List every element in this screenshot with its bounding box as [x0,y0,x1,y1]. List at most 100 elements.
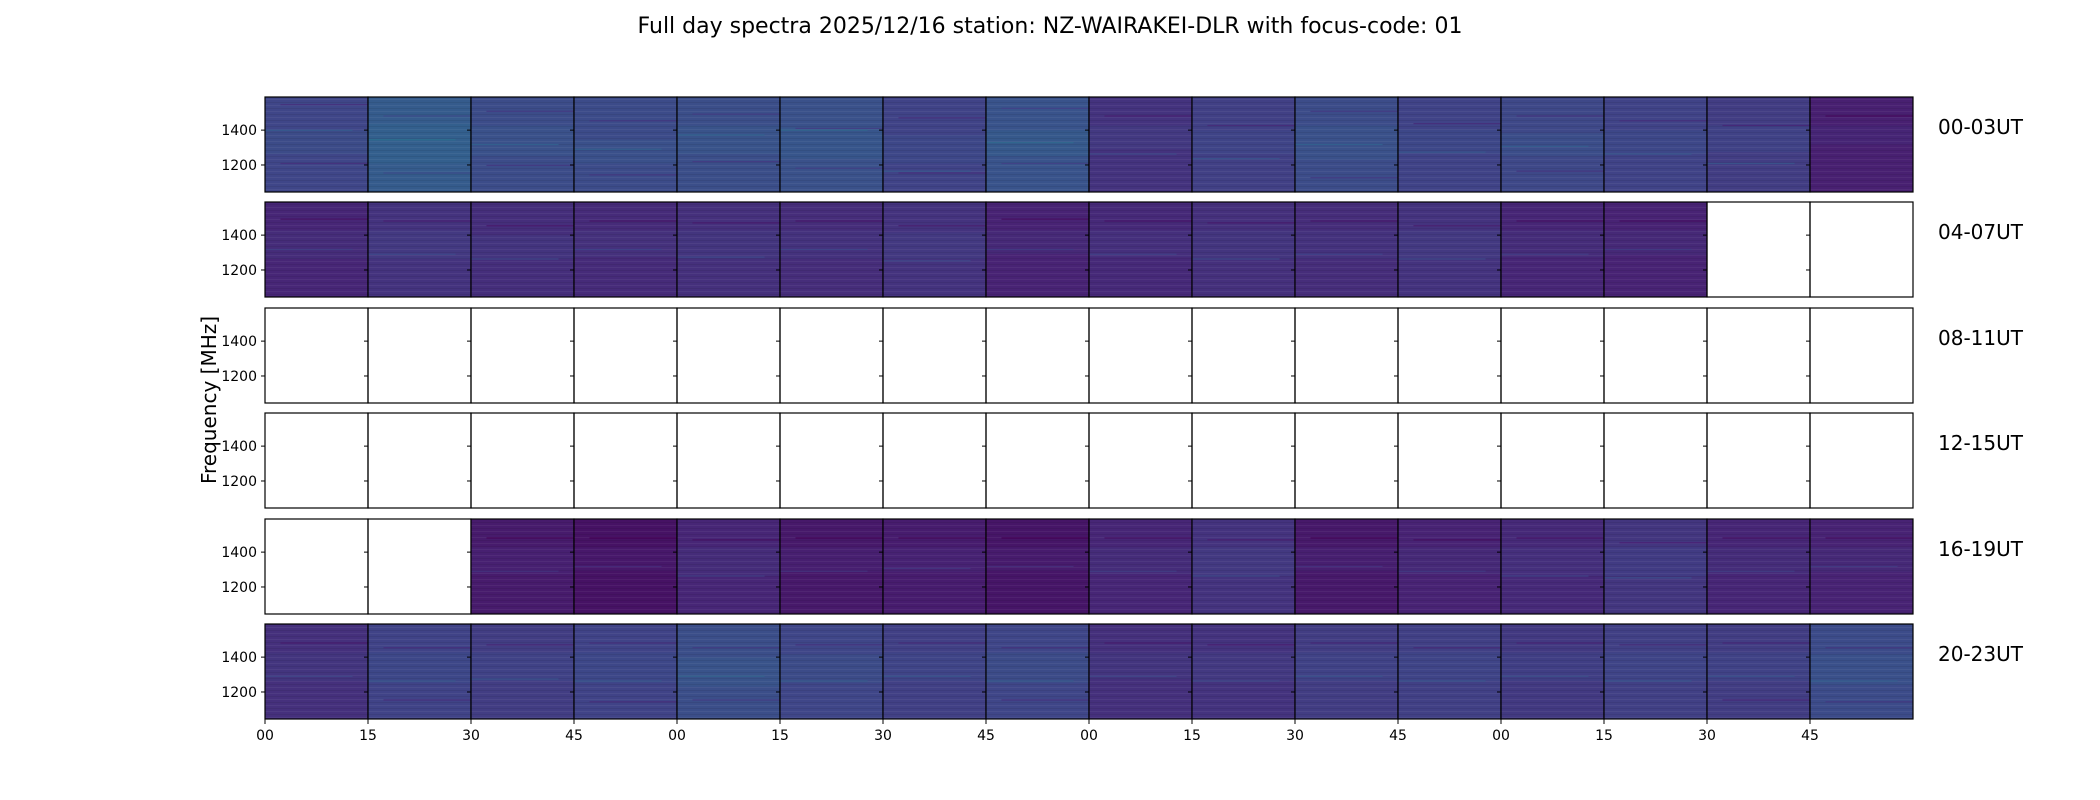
x-tick-label: 00 [668,728,686,744]
panel-frame [1191,412,1296,509]
panel-frame [1603,412,1708,509]
spectrum-panel [1192,624,1295,719]
x-tick-label: 00 [1080,728,1098,744]
y-tick-label: 1200 [221,158,257,174]
row-label: 00-03UT [1938,115,2024,139]
spectrum-panel [986,202,1089,297]
panel-frame [1706,412,1811,509]
y-tick-label: 1400 [221,439,257,455]
x-tick-label: 15 [771,728,789,744]
spectrum-panel [780,519,883,614]
panel-frame [367,518,472,615]
spectrum-panel [1295,624,1398,719]
panel-frame [1809,623,1914,720]
chart-title: Full day spectra 2025/12/16 station: NZ-… [638,14,1463,39]
spectrum-panel [471,97,574,192]
panel-frame [367,307,472,404]
panel-frame [470,307,575,404]
spectrum-panel [1089,624,1192,719]
panel-frame [1088,307,1193,404]
panel-frame [985,307,1090,404]
panel-frame [1809,307,1914,404]
row-label: 04-07UT [1938,220,2024,244]
row-label: 12-15UT [1938,431,2024,455]
spectrum-panel [1089,519,1192,614]
spectrum-panel [368,624,471,719]
y-tick-label: 1200 [221,474,257,490]
spectrum-panel [883,519,986,614]
x-tick-label: 45 [565,728,583,744]
spectrum-panel [1501,519,1604,614]
panel-frame [264,518,369,615]
row-04-07UT: 1400 1200 04-07UT [221,201,2024,298]
y-tick-label: 1400 [221,334,257,350]
spectrum-panel [1707,624,1810,719]
spectrum-panel [1295,97,1398,192]
panel-rows: 1400 1200 00-03UT 1400 1200 04-07UT 1400 1200 08… [221,96,2024,720]
x-tick-label: 30 [1698,728,1716,744]
spectrum-panel [1089,97,1192,192]
spectrum-panel [471,202,574,297]
panel-frame [1294,307,1399,404]
spectrum-panel [1810,519,1913,614]
y-tick-label: 1200 [221,685,257,701]
spectrum-panel [1398,519,1501,614]
panel-frame [264,307,369,404]
spectrum-panel [1604,97,1707,192]
panel-frame [882,307,987,404]
y-axis-label: Frequency [MHz] [197,316,221,484]
y-tick-label: 1400 [221,545,257,561]
panel-frame [1500,307,1605,404]
panel-frame [1294,412,1399,509]
panel-frame [882,412,987,509]
panel-frame [367,412,472,509]
spectrum-panel [265,624,368,719]
spectrum-panel [574,202,677,297]
panel-frame [1500,412,1605,509]
spectrum-panel [1501,97,1604,192]
panel-frame [1397,412,1502,509]
spectrum-panel [1604,519,1707,614]
row-label: 08-11UT [1938,326,2024,350]
spectrum-panel [677,97,780,192]
x-tick-label: 45 [977,728,995,744]
spectrum-panel [1192,202,1295,297]
panel-frame [573,307,678,404]
spectrum-panel [1604,624,1707,719]
spectrum-panel [1398,97,1501,192]
spectrum-panel [883,97,986,192]
spectrum-panel [677,624,780,719]
x-tick-label: 45 [1389,728,1407,744]
row-label: 20-23UT [1938,642,2024,666]
spectrum-panel [471,624,574,719]
panel-frame [1809,201,1914,298]
spectrum-panel [780,202,883,297]
x-tick-label: 15 [1595,728,1613,744]
spectrum-panel [1089,202,1192,297]
spectrum-panel [780,97,883,192]
x-tick-label: 45 [1801,728,1819,744]
x-tick-label: 00 [256,728,274,744]
panel-frame [985,412,1090,509]
y-tick-label: 1200 [221,580,257,596]
spectrum-panel [574,624,677,719]
panel-frame [1191,307,1296,404]
row-16-19UT: 1400 1200 16-19UT [221,518,2024,615]
y-tick-label: 1400 [221,228,257,244]
panel-frame [1603,307,1708,404]
spectrum-panel [368,97,471,192]
spectrum-panel [368,202,471,297]
spectrum-panel [883,624,986,719]
row-20-23UT: 1400 1200 20-23UT [221,623,2024,720]
panel-frame [1706,307,1811,404]
x-tick-label: 15 [359,728,377,744]
panel-frame [1809,412,1914,509]
panel-frame [1397,307,1502,404]
spectrum-panel [265,202,368,297]
panel-frame [470,412,575,509]
spectrum-panel [1295,519,1398,614]
spectrum-panel [574,97,677,192]
y-tick-label: 1400 [221,123,257,139]
panel-frame [573,412,678,509]
x-tick-label: 30 [462,728,480,744]
